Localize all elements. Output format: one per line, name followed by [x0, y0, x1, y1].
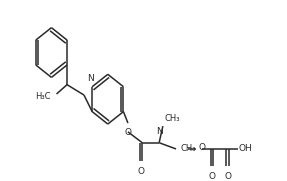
Text: O: O: [224, 172, 231, 181]
Text: N: N: [87, 74, 94, 83]
Text: O: O: [125, 128, 132, 137]
Text: O: O: [208, 172, 215, 181]
Text: H₃C: H₃C: [35, 92, 50, 101]
Text: N: N: [156, 127, 163, 136]
Text: CH₃: CH₃: [181, 144, 196, 153]
Text: O: O: [198, 143, 205, 152]
Text: O: O: [137, 167, 145, 176]
Text: CH₃: CH₃: [164, 114, 179, 123]
Text: OH: OH: [239, 144, 253, 153]
